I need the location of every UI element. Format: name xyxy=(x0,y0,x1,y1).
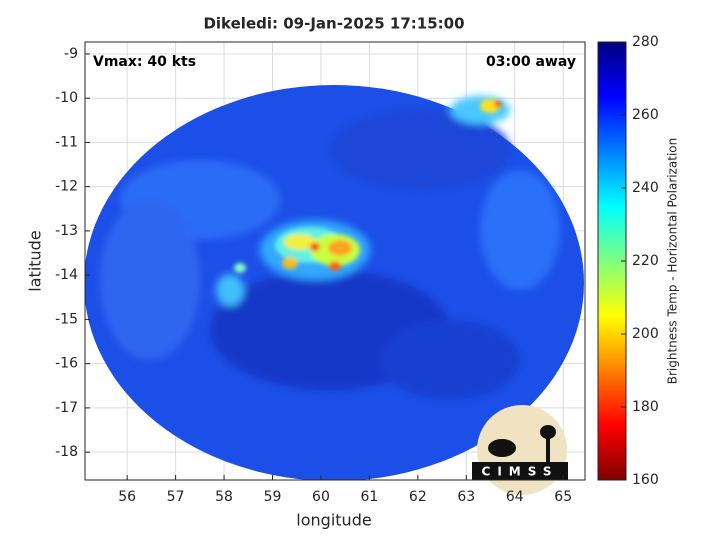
annotation: Vmax: 40 kts xyxy=(93,54,196,70)
swath xyxy=(85,85,584,480)
x-tick-label: 61 xyxy=(360,489,378,505)
annotation: 03:00 away xyxy=(486,54,576,70)
colorbar-tick-label: 260 xyxy=(632,107,659,123)
x-tick-label: 65 xyxy=(554,489,572,505)
colorbar-tick-label: 180 xyxy=(632,399,659,415)
x-tick-label: 57 xyxy=(167,489,185,505)
plot-frame xyxy=(84,41,586,481)
colorbar-label: Brightness Temp - Horizontal Polarizatio… xyxy=(666,138,680,385)
colorbar-tick-label: 160 xyxy=(632,472,659,488)
x-axis-label: longitude xyxy=(296,511,371,530)
y-tick-label: -15 xyxy=(55,311,78,327)
colorbar-tick-label: 200 xyxy=(632,326,659,342)
y-tick-label: -14 xyxy=(55,267,78,283)
y-axis-label: latitude xyxy=(26,230,45,291)
logo: CIMSS xyxy=(472,405,568,495)
y-tick-label: -17 xyxy=(55,400,78,416)
y-tick-label: -18 xyxy=(55,444,78,460)
y-tick-label: -10 xyxy=(55,90,78,106)
x-tick-label: 62 xyxy=(409,489,427,505)
y-tick-label: -11 xyxy=(55,134,78,150)
x-tick-label: 63 xyxy=(457,489,475,505)
chart-title: Dikeledi: 09-Jan-2025 17:15:00 xyxy=(203,15,464,33)
x-tick-label: 64 xyxy=(506,489,524,505)
y-tick-label: -9 xyxy=(64,46,78,62)
x-tick-label: 56 xyxy=(118,489,136,505)
y-tick-label: -12 xyxy=(55,179,78,195)
colorbar-tick-label: 280 xyxy=(632,34,659,50)
logo-text: CIMSS xyxy=(482,465,559,479)
colorbar-tick-label: 240 xyxy=(632,180,659,196)
y-tick-label: -16 xyxy=(55,356,78,372)
x-tick-label: 59 xyxy=(264,489,282,505)
y-tick-label: -13 xyxy=(55,223,78,239)
x-tick-label: 60 xyxy=(312,489,330,505)
colorbar-tick-label: 220 xyxy=(632,253,659,269)
x-tick-label: 58 xyxy=(215,489,233,505)
